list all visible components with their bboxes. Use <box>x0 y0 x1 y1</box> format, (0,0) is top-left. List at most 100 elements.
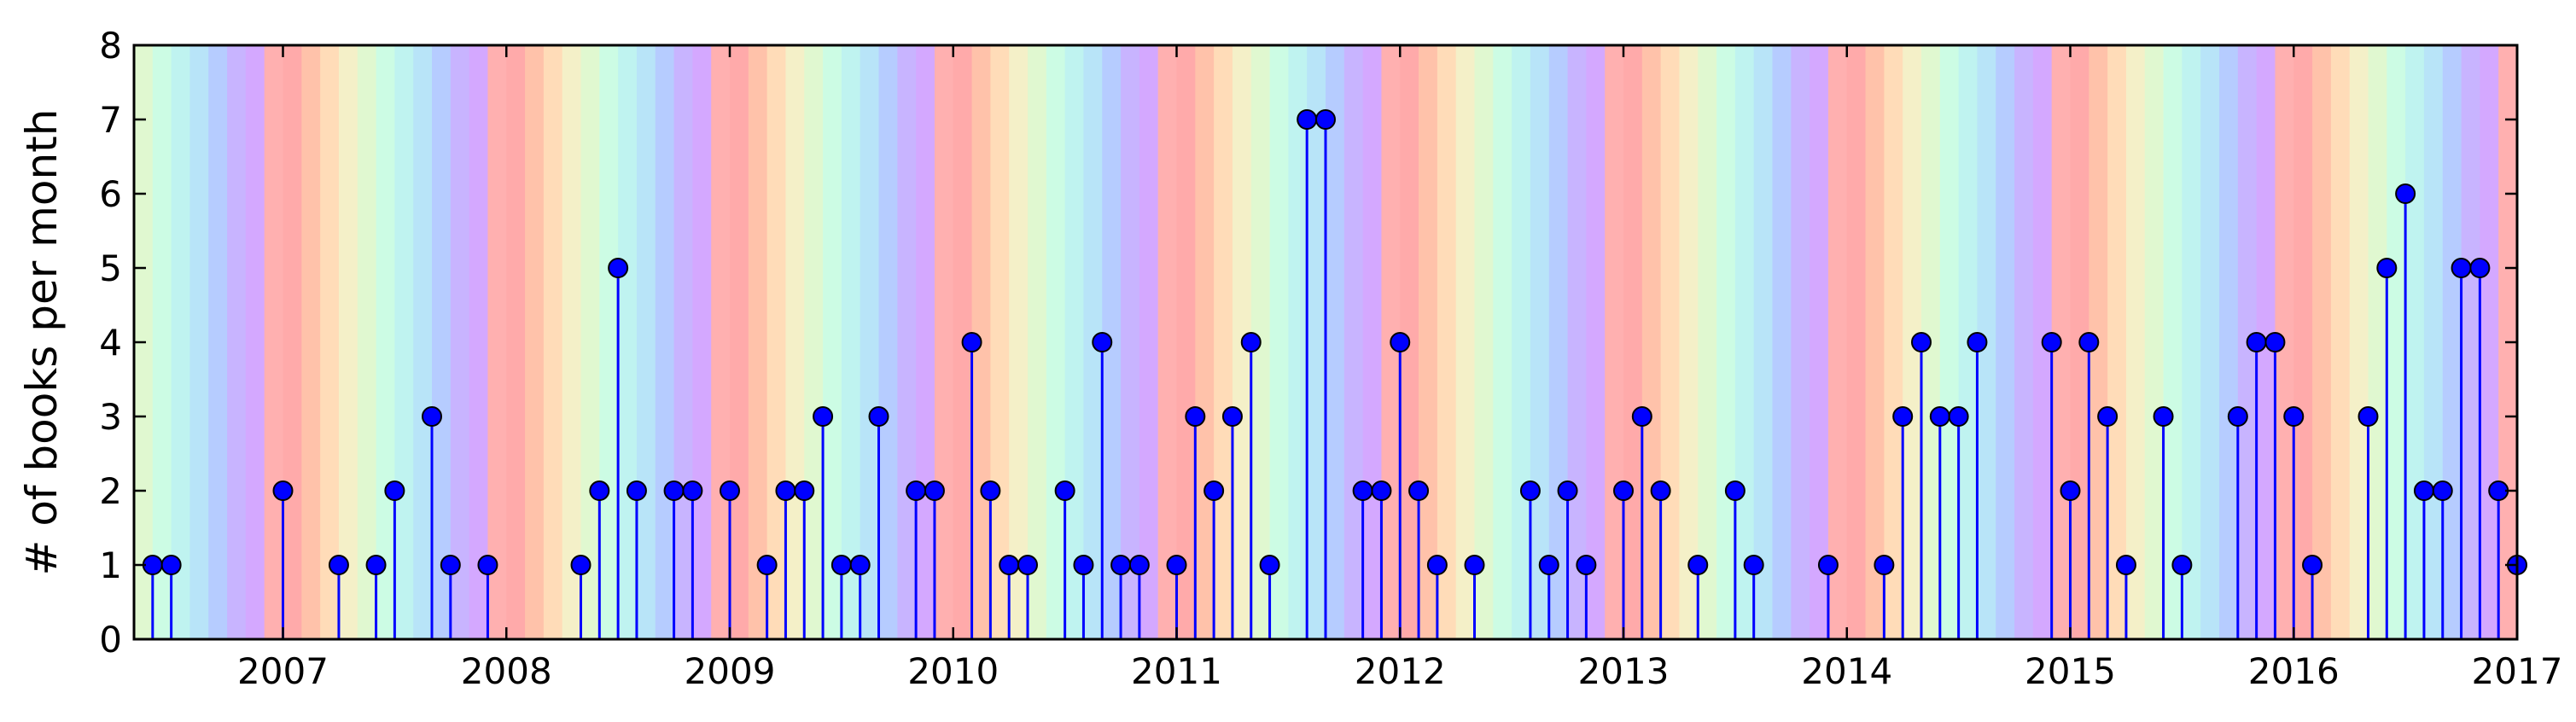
plot-frame <box>132 44 2519 641</box>
month-band <box>562 45 582 639</box>
month-band <box>1455 45 1476 639</box>
month-band <box>2480 45 2499 639</box>
month-band <box>2405 45 2425 639</box>
data-point <box>2469 258 2491 278</box>
month-band <box>2423 45 2444 639</box>
month-band <box>1939 45 1960 639</box>
data-point <box>2432 480 2453 501</box>
month-band <box>1028 45 1047 639</box>
month-band <box>2182 45 2201 639</box>
data-point <box>1892 406 1914 427</box>
data-point <box>1390 332 1411 352</box>
data-point <box>1576 555 1597 575</box>
month-band <box>934 45 954 639</box>
month-band <box>1623 45 1643 639</box>
month-band <box>301 45 321 639</box>
month-band <box>208 45 228 639</box>
data-point <box>1128 555 1150 575</box>
data-point <box>2488 480 2509 501</box>
x-tick-label: 2017 <box>2472 650 2563 692</box>
month-band <box>823 45 842 639</box>
month-band <box>1846 45 1867 639</box>
month-band <box>655 45 675 639</box>
month-band <box>1827 45 1848 639</box>
month-band <box>878 45 898 639</box>
x-tick-label: 2012 <box>1355 650 1446 692</box>
x-tick-label: 2007 <box>237 650 329 692</box>
month-band <box>1753 45 1774 639</box>
data-point <box>1203 480 1225 501</box>
month-band <box>1567 45 1587 639</box>
month-band <box>2461 45 2480 639</box>
month-band <box>1530 45 1550 639</box>
y-tick-label: 1 <box>99 544 122 586</box>
data-point <box>1297 109 1318 130</box>
axes: 0 1 2 3 4 5 6 7 8 2007 2008 2009 2010 2011 2012 2013 201… <box>99 25 2562 692</box>
month-band <box>730 45 749 639</box>
month-band <box>469 45 489 639</box>
x-tick-label: 2013 <box>1578 650 1670 692</box>
data-point <box>626 480 647 501</box>
x-tick-label: 2011 <box>1131 650 1222 692</box>
data-point <box>1557 480 1578 501</box>
month-band <box>2330 45 2351 639</box>
data-point <box>1166 555 1187 575</box>
data-point <box>272 480 294 501</box>
month-band <box>673 45 693 639</box>
data-point <box>2357 406 2379 427</box>
month-band <box>1157 45 1178 639</box>
month-band <box>636 45 656 639</box>
month-band <box>1064 45 1085 639</box>
data-point <box>849 555 871 575</box>
data-point <box>1259 555 1280 575</box>
data-point <box>663 480 685 501</box>
month-band <box>1474 45 1494 639</box>
month-band <box>1512 45 1531 639</box>
month-band <box>1121 45 1140 639</box>
month-band <box>1641 45 1662 639</box>
data-point <box>2264 332 2286 352</box>
month-band <box>748 45 768 639</box>
month-band <box>506 45 526 639</box>
month-band <box>1716 45 1736 639</box>
data-point <box>2078 332 2100 352</box>
data-point <box>1221 406 1243 427</box>
month-band <box>1996 45 2015 639</box>
data-point <box>756 555 778 575</box>
month-band <box>264 45 284 639</box>
data-point <box>440 555 461 575</box>
month-band <box>2163 45 2183 639</box>
month-band <box>618 45 638 639</box>
data-point <box>1054 480 1075 501</box>
x-tick-label: 2008 <box>461 650 552 692</box>
month-band <box>1009 45 1029 639</box>
data-point <box>961 332 982 352</box>
month-band <box>1605 45 1624 639</box>
month-band <box>692 45 712 639</box>
month-band <box>990 45 1010 639</box>
data-point <box>477 555 498 575</box>
month-band <box>766 45 787 639</box>
data-point <box>384 480 405 501</box>
data-point <box>1948 406 1969 427</box>
month-band <box>916 45 935 639</box>
month-band <box>2219 45 2239 639</box>
month-band <box>450 45 470 639</box>
data-point <box>794 480 815 501</box>
y-tick-label: 2 <box>99 470 122 512</box>
month-band <box>785 45 805 639</box>
data-point <box>2041 332 2062 352</box>
month-band <box>2125 45 2146 639</box>
month-band <box>1698 45 1717 639</box>
month-band <box>376 45 395 639</box>
month-band <box>487 45 507 639</box>
data-point <box>1650 480 1671 501</box>
data-point <box>1017 555 1038 575</box>
month-band <box>357 45 377 639</box>
month-band <box>2442 45 2462 639</box>
data-point <box>570 555 592 575</box>
data-point <box>328 555 349 575</box>
data-point <box>906 480 927 501</box>
data-point <box>365 555 387 575</box>
